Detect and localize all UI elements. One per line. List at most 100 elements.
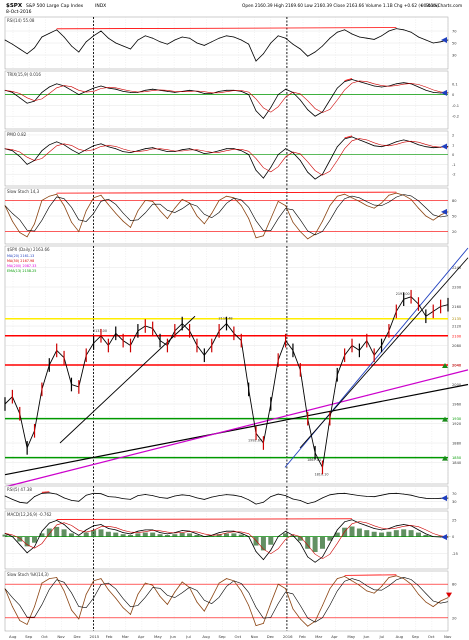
data-point bbox=[196, 601, 198, 603]
data-point bbox=[93, 87, 94, 89]
data-point bbox=[85, 529, 87, 531]
x-tick-label: Jul bbox=[379, 634, 385, 639]
histogram-bar bbox=[83, 532, 89, 537]
data-point bbox=[26, 502, 28, 504]
data-point bbox=[211, 534, 213, 536]
data-point bbox=[344, 575, 346, 577]
data-point bbox=[71, 530, 72, 532]
data-point bbox=[115, 148, 117, 150]
data-point bbox=[395, 575, 397, 577]
data-point bbox=[34, 47, 35, 49]
data-point bbox=[11, 43, 13, 45]
data-point bbox=[270, 42, 272, 44]
histogram-bar bbox=[98, 529, 104, 537]
data-point bbox=[285, 205, 286, 207]
data-point bbox=[351, 519, 353, 521]
data-point bbox=[432, 219, 434, 221]
data-point bbox=[336, 578, 338, 579]
data-point bbox=[41, 200, 43, 201]
data-point bbox=[196, 533, 198, 535]
data-point bbox=[366, 37, 368, 39]
data-point bbox=[11, 92, 13, 93]
data-point bbox=[263, 53, 264, 55]
data-point bbox=[93, 525, 94, 527]
data-point bbox=[196, 215, 198, 217]
data-point bbox=[314, 233, 316, 235]
data-point bbox=[270, 107, 272, 108]
data-point bbox=[144, 200, 146, 201]
data-point bbox=[373, 528, 375, 529]
data-point bbox=[226, 530, 227, 532]
data-point bbox=[292, 534, 294, 536]
data-point bbox=[4, 39, 6, 41]
data-point bbox=[226, 89, 227, 91]
data-point bbox=[63, 497, 65, 499]
data-point bbox=[255, 551, 257, 552]
data-point bbox=[34, 160, 35, 161]
data-point bbox=[115, 42, 117, 44]
data-point bbox=[440, 497, 442, 499]
data-point bbox=[4, 205, 6, 207]
data-point bbox=[4, 148, 6, 150]
data-point bbox=[122, 220, 124, 222]
histogram-bar bbox=[319, 536, 325, 549]
panel-rsi: 30 50 70 RSI(14) 55.08 bbox=[4, 16, 457, 70]
histogram-bar bbox=[349, 526, 355, 537]
y-tick-label: 1 bbox=[452, 143, 454, 147]
x-tick-label: Mar bbox=[315, 634, 323, 639]
left-arrow-icon bbox=[441, 495, 447, 502]
data-point bbox=[63, 36, 65, 38]
data-point bbox=[359, 36, 360, 38]
data-point bbox=[41, 582, 43, 584]
data-point bbox=[403, 29, 405, 31]
data-point bbox=[307, 556, 309, 558]
data-point bbox=[159, 497, 161, 498]
data-point bbox=[307, 625, 309, 627]
data-point bbox=[277, 536, 279, 538]
data-point bbox=[203, 499, 205, 500]
legend-entry: MA(50) 2167.98 bbox=[7, 259, 34, 263]
data-point bbox=[41, 92, 43, 93]
support-arrow-icon bbox=[442, 363, 448, 368]
histogram-bar bbox=[415, 532, 421, 537]
y-tick-label: 1880 bbox=[452, 442, 462, 446]
data-point bbox=[85, 149, 87, 151]
data-point bbox=[359, 139, 360, 141]
data-point bbox=[270, 496, 272, 497]
data-point bbox=[373, 496, 375, 498]
y-tick-label: 0.1 bbox=[452, 82, 458, 86]
data-point bbox=[432, 147, 434, 149]
data-point bbox=[270, 549, 272, 551]
data-point bbox=[322, 45, 323, 47]
data-point bbox=[263, 623, 264, 624]
data-point bbox=[447, 597, 449, 599]
data-point bbox=[122, 532, 124, 533]
data-point bbox=[314, 501, 316, 503]
histogram-bar bbox=[231, 533, 237, 537]
data-point bbox=[189, 495, 190, 496]
data-point bbox=[218, 200, 220, 201]
data-point bbox=[189, 530, 190, 532]
data-point bbox=[26, 552, 28, 554]
histogram-bar bbox=[179, 532, 185, 537]
data-point bbox=[226, 35, 227, 37]
data-point bbox=[189, 202, 190, 204]
data-point bbox=[122, 90, 124, 92]
data-point bbox=[34, 546, 35, 548]
data-point bbox=[218, 495, 220, 496]
data-point bbox=[285, 148, 286, 150]
y-tick-label: 70 bbox=[452, 30, 457, 34]
divergence-trendline bbox=[56, 191, 397, 194]
data-point bbox=[336, 195, 338, 197]
data-point bbox=[159, 89, 161, 91]
data-point bbox=[11, 606, 13, 607]
data-point bbox=[218, 150, 220, 152]
y-tick-label: 80 bbox=[452, 199, 457, 203]
x-tick-label: Aug bbox=[9, 634, 17, 639]
data-point bbox=[144, 89, 146, 91]
price-label: 2133.00 bbox=[93, 329, 107, 333]
data-point bbox=[226, 195, 227, 197]
data-point bbox=[314, 620, 316, 622]
data-point bbox=[78, 51, 80, 53]
histogram-bar bbox=[2, 534, 8, 537]
